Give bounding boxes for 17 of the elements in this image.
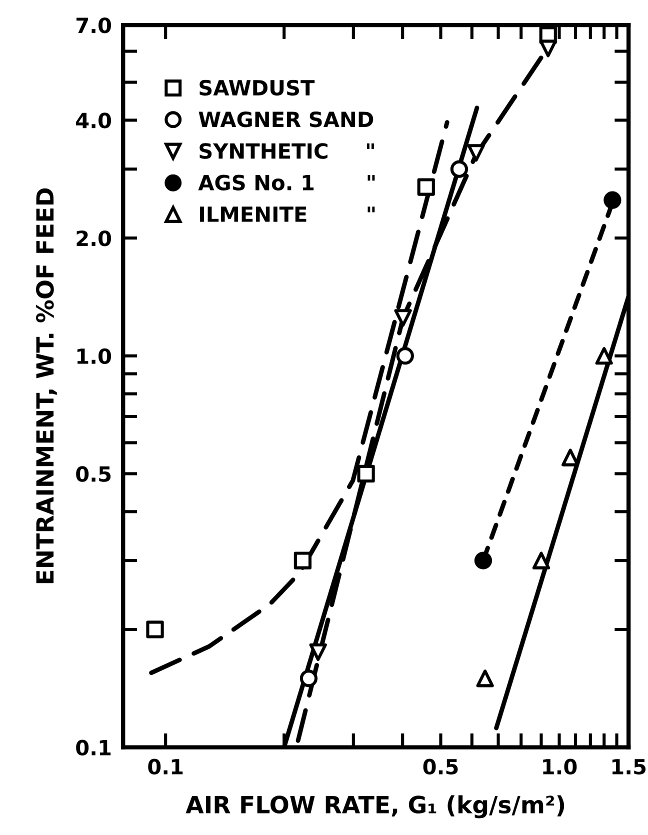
legend-label: SYNTHETIC " xyxy=(200,143,374,159)
legend-label: ILMENITE " xyxy=(200,206,375,222)
y-tick-label: 0.5 xyxy=(76,466,111,482)
x-tick-label: 0.5 xyxy=(423,758,458,775)
y-tick-label: 1.0 xyxy=(77,348,112,364)
x-tick-label: 0.1 xyxy=(148,758,183,775)
y-tick-label: 4.0 xyxy=(76,112,112,128)
legend-label: AGS No. 1 " xyxy=(198,174,375,190)
y-axis-title: ENTRAINMENT, WT. %OF FEED xyxy=(36,188,57,584)
legend-label: SAWDUST xyxy=(200,80,315,96)
y-tick-label: 0.1 xyxy=(76,740,111,756)
x-tick-label: 1.5 xyxy=(612,759,646,775)
x-tick-label: 1.0 xyxy=(543,758,577,775)
y-tick-label: 7.0 xyxy=(76,18,112,34)
y-tick-label: 2.0 xyxy=(76,230,112,246)
x-axis-title: AIR FLOW RATE, G₁ (kg/s/m²) xyxy=(186,795,564,818)
legend-label: WAGNER SAND xyxy=(198,111,374,128)
